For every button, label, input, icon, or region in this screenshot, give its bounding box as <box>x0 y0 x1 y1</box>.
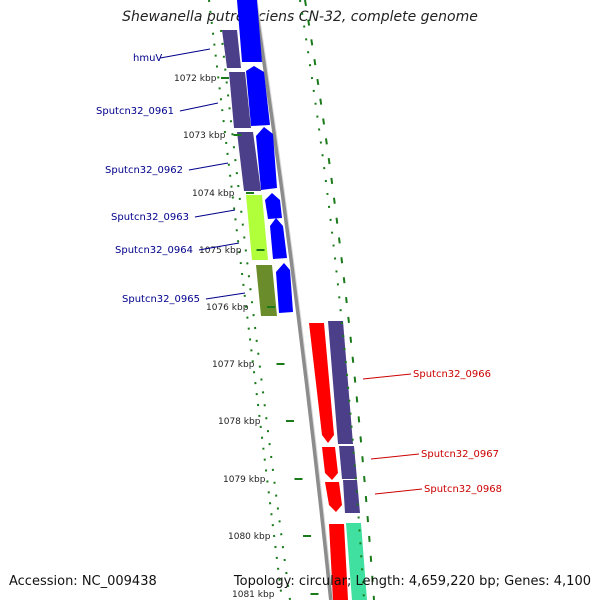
kbp-tick-label: 1078 kbp <box>218 417 261 427</box>
gene-label-leader <box>194 209 236 218</box>
cog-block[interactable] <box>246 195 268 260</box>
kbp-tick-label: 1075 kbp <box>199 246 242 256</box>
cds-feature[interactable] <box>276 263 293 313</box>
reverse-cds-track <box>309 323 348 600</box>
gene-label-leader <box>160 48 211 59</box>
gene-label[interactable]: Sputcn32_0965 <box>122 294 200 305</box>
gene-label[interactable]: Sputcn32_0964 <box>115 245 193 256</box>
cds-feature[interactable] <box>265 193 282 219</box>
cds-feature[interactable] <box>322 447 338 480</box>
right-outer-track <box>304 0 375 600</box>
gene-label[interactable]: Sputcn32_0967 <box>421 449 499 460</box>
reverse-cog-track <box>328 321 367 600</box>
cog-block[interactable] <box>328 321 353 444</box>
gene-labels: hmuV Sputcn32_0961 Sputcn32_0962 Sputcn32_0… <box>96 48 502 495</box>
gene-label[interactable]: Sputcn32_0963 <box>111 212 189 223</box>
cog-block[interactable] <box>222 30 241 68</box>
kbp-tick-label: 1076 kbp <box>206 303 249 313</box>
cds-feature[interactable] <box>270 218 287 259</box>
cog-block[interactable] <box>256 265 277 316</box>
kbp-tick-label: 1072 kbp <box>174 74 217 84</box>
genome-summary-text: Topology: circular; Length: 4,659,220 bp… <box>233 574 591 589</box>
cds-feature[interactable] <box>309 323 334 443</box>
kbp-tick-label: 1077 kbp <box>212 360 255 370</box>
gene-label[interactable]: Sputcn32_0968 <box>424 484 502 495</box>
forward-cog-track <box>222 30 277 316</box>
gene-label[interactable]: Sputcn32_0966 <box>413 369 491 380</box>
cog-block[interactable] <box>346 523 367 600</box>
kbp-tick-label: 1081 kbp <box>232 590 275 600</box>
map-title: Shewanella putrefaciens CN-32, complete … <box>122 9 478 25</box>
gene-label-leader <box>362 373 412 380</box>
gene-label-leader <box>374 488 423 495</box>
cog-block[interactable] <box>343 480 360 513</box>
accession-text: Accession: NC_009438 <box>9 574 157 589</box>
genome-backbone-highlight <box>256 0 334 600</box>
cds-feature[interactable] <box>246 66 270 126</box>
cds-feature[interactable] <box>237 0 262 62</box>
gene-label-leader <box>198 242 240 251</box>
kbp-tick-label: 1079 kbp <box>223 475 266 485</box>
forward-cds-track <box>237 0 293 313</box>
gene-label-leader <box>179 102 219 112</box>
genome-backbone <box>253 0 333 600</box>
cds-feature[interactable] <box>325 482 342 512</box>
gene-label-leader <box>188 162 229 171</box>
cog-block[interactable] <box>229 72 251 128</box>
cds-feature[interactable] <box>256 127 277 190</box>
cds-feature[interactable] <box>329 524 348 600</box>
kbp-tick-label: 1073 kbp <box>183 131 226 141</box>
left-outer-track <box>220 29 291 600</box>
gene-label[interactable]: hmuV <box>133 53 162 64</box>
kbp-tick-label: 1074 kbp <box>192 189 235 199</box>
gene-label-leader <box>370 453 420 460</box>
gene-label[interactable]: Sputcn32_0962 <box>105 165 183 176</box>
cog-block[interactable] <box>339 446 357 479</box>
gene-label-leader <box>205 292 246 300</box>
kbp-ticks: 1072 kbp 1073 kbp 1074 kbp 1075 kbp 1076 kbp… <box>174 74 319 600</box>
gene-label[interactable]: Sputcn32_0961 <box>96 106 174 117</box>
kbp-tick-label: 1080 kbp <box>228 532 271 542</box>
cog-block[interactable] <box>237 132 261 191</box>
